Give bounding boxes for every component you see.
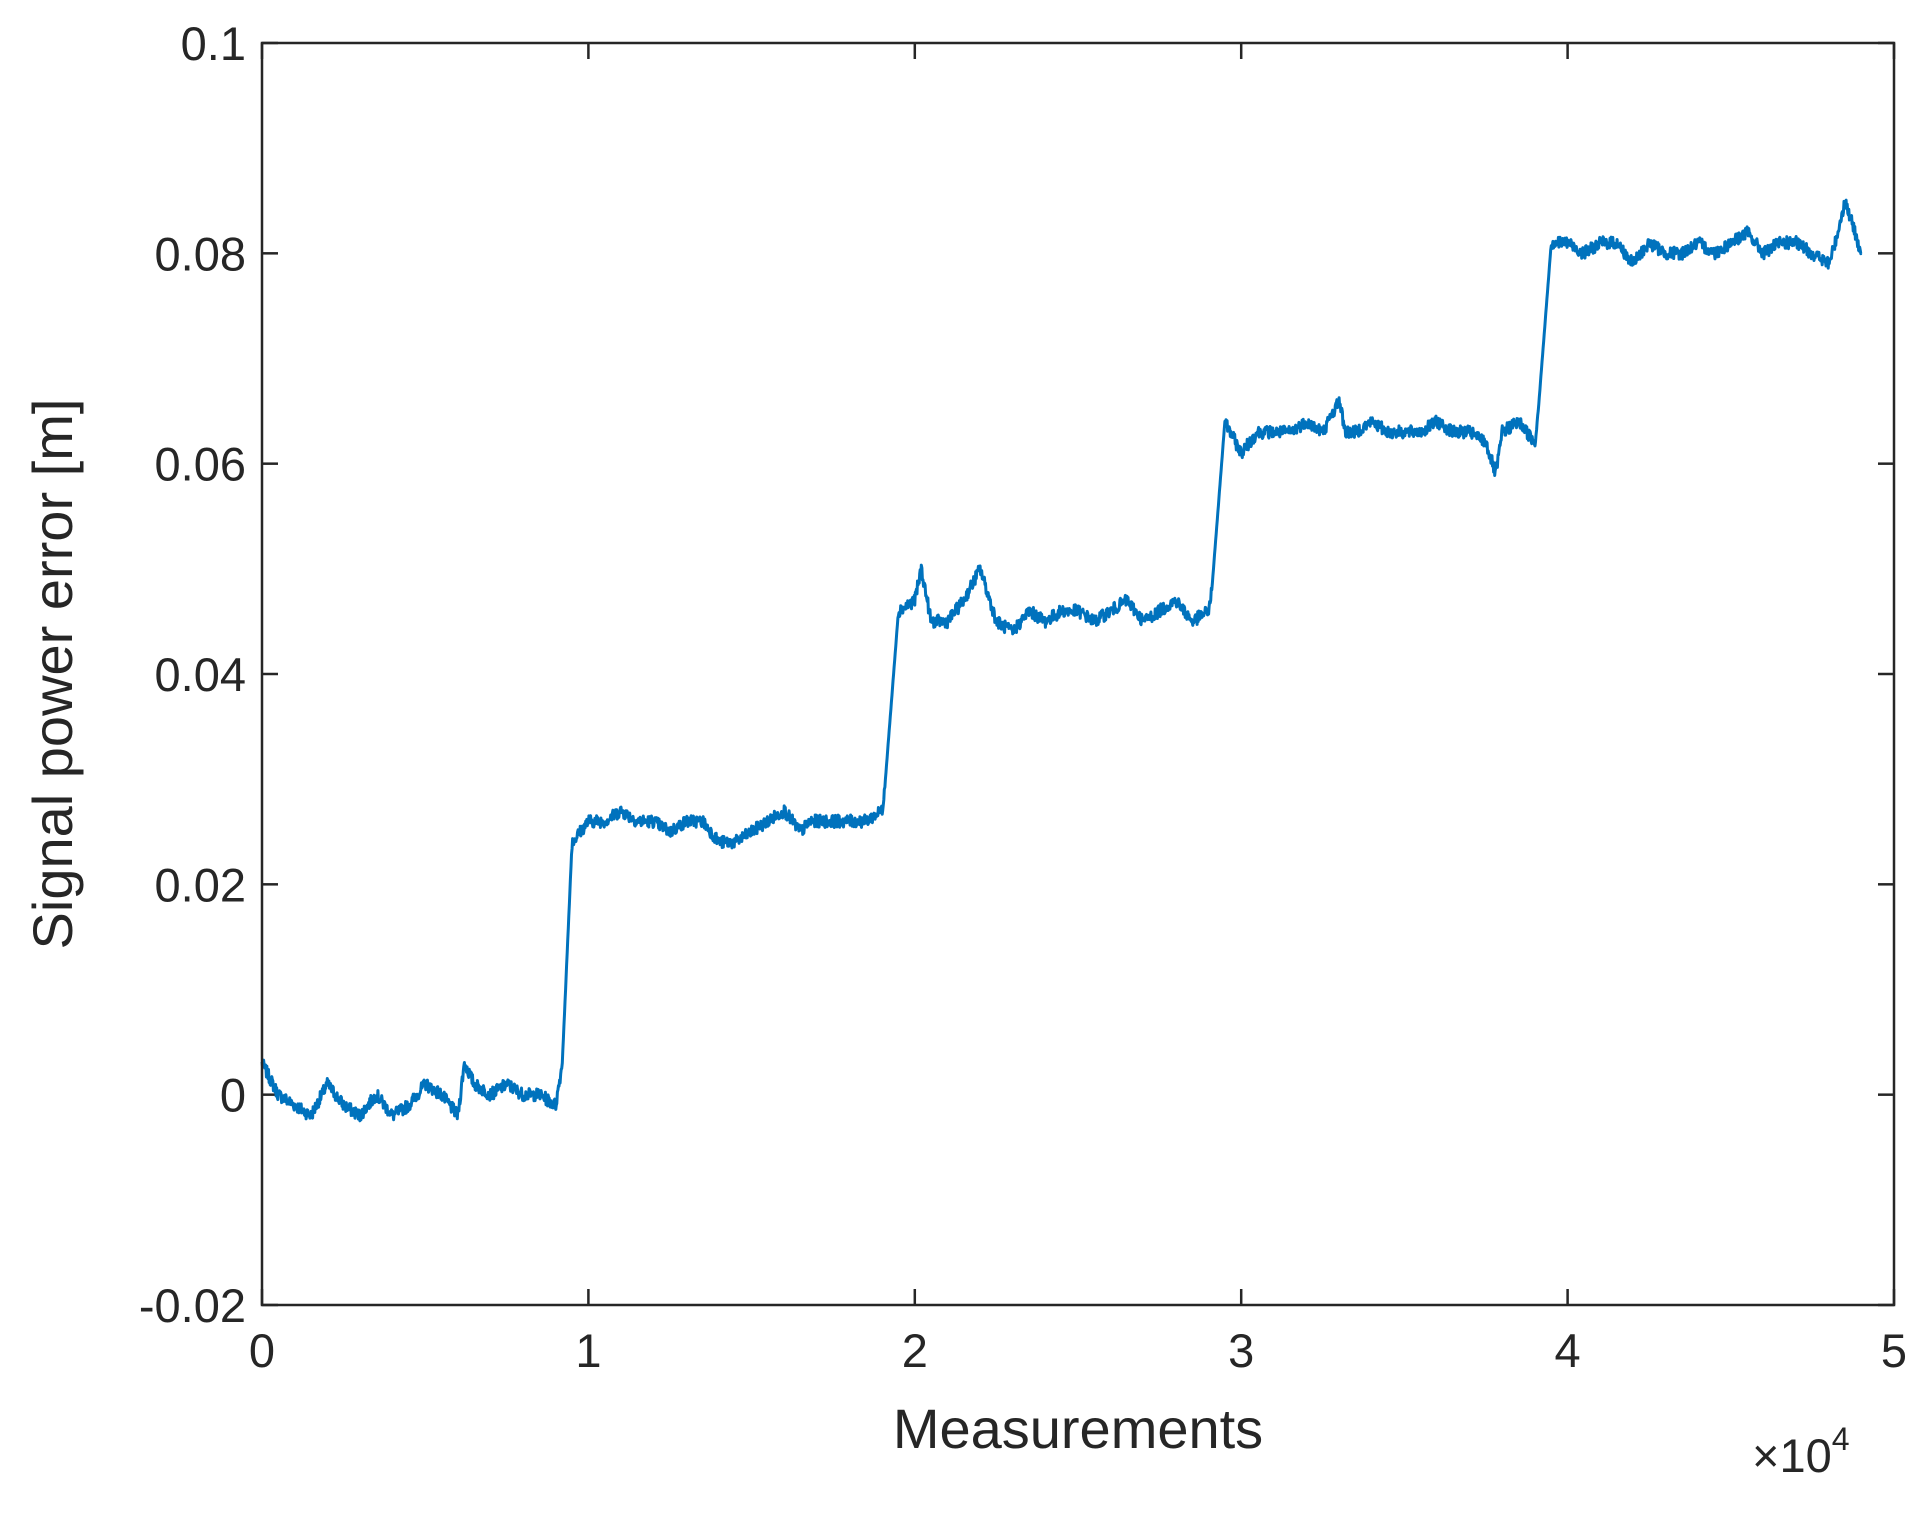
x-exponent-base: ×10	[1752, 1429, 1832, 1482]
x-tick-label: 3	[1228, 1324, 1254, 1377]
x-exponent-label: ×104	[1752, 1421, 1850, 1482]
x-tick-label: 4	[1555, 1324, 1581, 1377]
x-axis-label: Measurements	[893, 1397, 1263, 1460]
y-tick-label: 0.1	[181, 17, 246, 70]
y-axis-label: Signal power error [m]	[21, 399, 84, 950]
y-tick-label: 0.06	[155, 438, 246, 491]
x-tick-label: 5	[1881, 1324, 1907, 1377]
x-exponent-power: 4	[1832, 1421, 1850, 1457]
plot-frame	[260, 41, 1896, 1307]
y-tick-label: -0.02	[139, 1279, 246, 1332]
x-tick-label: 1	[575, 1324, 601, 1377]
plot-area	[262, 43, 1894, 1305]
x-tick-label: 0	[249, 1324, 275, 1377]
y-tick-label: 0.04	[155, 648, 246, 701]
x-tick-label: 2	[902, 1324, 928, 1377]
y-tick-label: 0	[220, 1069, 246, 1122]
y-tick-label: 0.08	[155, 227, 246, 280]
y-tick-label: 0.02	[155, 858, 246, 911]
data-series-line	[260, 198, 1863, 1123]
